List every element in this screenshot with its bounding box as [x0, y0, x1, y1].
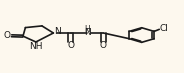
- Text: O: O: [100, 41, 107, 51]
- Text: Cl: Cl: [159, 24, 168, 33]
- Text: O: O: [67, 41, 74, 51]
- Text: H: H: [85, 25, 91, 34]
- Text: N: N: [84, 28, 91, 37]
- Text: N: N: [54, 27, 60, 36]
- Text: O: O: [4, 31, 11, 40]
- Text: NH: NH: [29, 42, 42, 51]
